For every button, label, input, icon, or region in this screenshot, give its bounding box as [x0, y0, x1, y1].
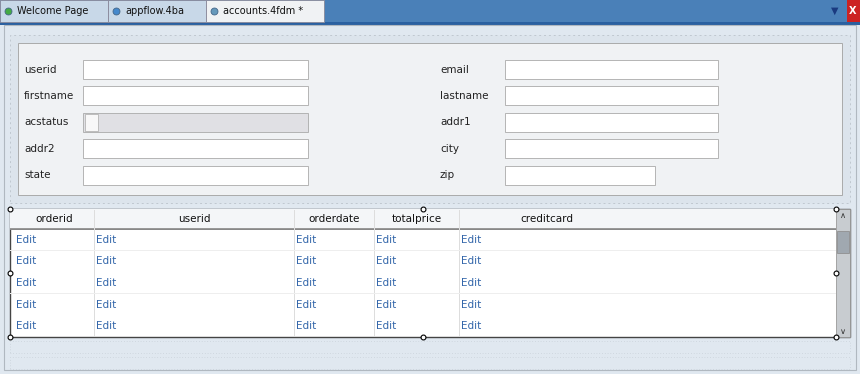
Text: lastname: lastname: [440, 91, 488, 101]
Text: Edit: Edit: [96, 321, 116, 331]
Text: X: X: [849, 6, 857, 16]
Text: Edit: Edit: [16, 278, 36, 288]
Text: Edit: Edit: [296, 257, 316, 266]
Text: Edit: Edit: [96, 278, 116, 288]
Bar: [10, 357, 850, 369]
Text: accounts.4fdm *: accounts.4fdm *: [223, 6, 303, 16]
Bar: [10, 229, 836, 230]
Bar: [18, 43, 842, 195]
Text: ▼: ▼: [832, 6, 838, 16]
Text: Edit: Edit: [461, 321, 482, 331]
Text: userid: userid: [178, 214, 210, 224]
Text: city: city: [440, 144, 459, 154]
Text: Edit: Edit: [376, 300, 396, 310]
Bar: [836, 209, 850, 337]
Bar: [505, 113, 718, 132]
Text: email: email: [440, 65, 469, 74]
Bar: [83, 113, 308, 132]
Text: zip: zip: [440, 170, 455, 180]
Text: Edit: Edit: [376, 321, 396, 331]
Bar: [108, 0, 206, 22]
Text: firstname: firstname: [24, 91, 74, 101]
Text: Edit: Edit: [16, 257, 36, 266]
Bar: [206, 0, 324, 22]
Text: ∨: ∨: [840, 327, 846, 335]
Bar: [505, 139, 718, 158]
Text: userid: userid: [24, 65, 57, 74]
Text: orderdate: orderdate: [309, 214, 359, 224]
Bar: [10, 293, 836, 294]
Bar: [505, 166, 655, 185]
Text: Edit: Edit: [16, 235, 36, 245]
Bar: [10, 341, 850, 353]
Text: Edit: Edit: [461, 278, 482, 288]
Text: acstatus: acstatus: [24, 117, 69, 127]
Text: creditcard: creditcard: [520, 214, 573, 224]
Bar: [459, 210, 460, 336]
Text: addr2: addr2: [24, 144, 55, 154]
Text: orderid: orderid: [35, 214, 73, 224]
Text: Edit: Edit: [96, 300, 116, 310]
Text: Edit: Edit: [296, 321, 316, 331]
Bar: [0, 0, 860, 22]
Text: Edit: Edit: [16, 321, 36, 331]
Bar: [847, 0, 860, 22]
Text: Edit: Edit: [96, 235, 116, 245]
Text: Edit: Edit: [296, 300, 316, 310]
Bar: [83, 60, 308, 79]
Bar: [837, 231, 849, 253]
Bar: [0, 22, 860, 25]
Bar: [10, 209, 836, 229]
Text: Edit: Edit: [461, 257, 482, 266]
Text: appflow.4ba: appflow.4ba: [125, 6, 184, 16]
Text: Edit: Edit: [461, 235, 482, 245]
Bar: [85, 114, 98, 131]
Text: addr1: addr1: [440, 117, 470, 127]
Text: Edit: Edit: [96, 257, 116, 266]
Text: Edit: Edit: [376, 235, 396, 245]
Text: totalprice: totalprice: [391, 214, 441, 224]
Text: Edit: Edit: [16, 300, 36, 310]
Bar: [505, 86, 718, 105]
Text: Edit: Edit: [296, 235, 316, 245]
Bar: [294, 210, 295, 336]
Text: Edit: Edit: [461, 300, 482, 310]
Text: ∧: ∧: [840, 211, 846, 220]
Bar: [83, 86, 308, 105]
Bar: [94, 210, 95, 336]
Bar: [83, 139, 308, 158]
Bar: [10, 35, 850, 203]
Bar: [0, 0, 108, 22]
Text: Edit: Edit: [376, 278, 396, 288]
Text: Edit: Edit: [376, 257, 396, 266]
Bar: [10, 209, 850, 337]
Bar: [10, 228, 836, 229]
Text: state: state: [24, 170, 51, 180]
Bar: [83, 166, 308, 185]
Bar: [10, 250, 836, 251]
Bar: [374, 210, 375, 336]
Bar: [505, 60, 718, 79]
Text: Welcome Page: Welcome Page: [17, 6, 89, 16]
Text: Edit: Edit: [296, 278, 316, 288]
